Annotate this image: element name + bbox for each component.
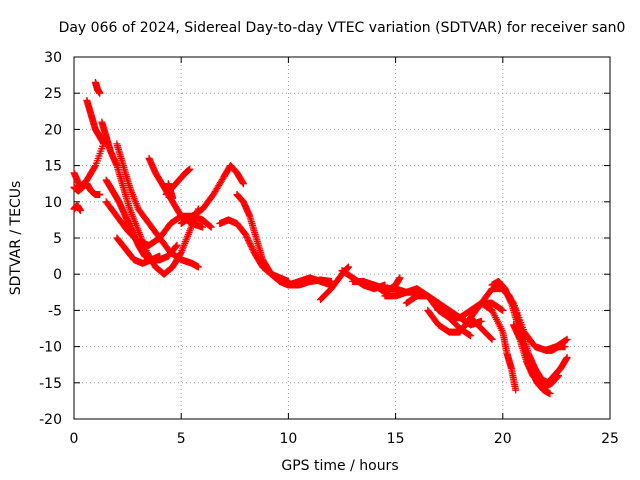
data-point-marker [488,335,496,343]
y-tick-label: 30 [44,50,62,66]
data-point-marker [186,165,194,173]
data-point-marker [199,223,207,231]
data-point-marker [512,386,520,394]
series-arc-12 [162,165,194,199]
data-point-marker [487,334,495,342]
data-point-marker [242,232,250,240]
data-point-marker [467,332,475,340]
data-point-marker [499,306,507,314]
y-tick-label: -5 [48,303,62,319]
data-point-marker [194,263,202,271]
y-tick-label: 10 [44,195,62,211]
data-point-marker [244,236,252,244]
data-point-marker [96,89,104,97]
x-tick-label: 10 [279,431,297,447]
data-point-marker [207,223,215,231]
series-arc-4 [83,96,108,148]
series-arc-30 [542,343,569,354]
data-point-marker [245,238,253,246]
x-tick-label: 0 [70,431,79,447]
y-tick-label: 0 [53,267,62,283]
data-point-marker [156,252,164,260]
series-arc-10 [113,234,164,267]
data-point-marker [396,274,404,282]
series-arc-13 [164,180,177,202]
x-tick-label: 5 [177,431,186,447]
y-tick-label: 5 [53,231,62,247]
series-arc-14 [177,162,247,228]
data-point-marker [242,230,250,238]
data-point-marker [344,263,352,271]
x-tick-label: 25 [601,431,619,447]
x-tick-label: 20 [494,431,512,447]
data-marks [70,78,571,398]
data-point-marker [172,242,180,250]
y-tick-label: 15 [44,159,62,175]
series-arc-5 [91,78,104,97]
data-point-marker [248,244,256,252]
y-tick-label: -15 [39,376,62,392]
data-point-marker [563,353,571,361]
data-point-marker [169,194,177,202]
data-point-marker [246,239,254,247]
series-arc-28 [499,285,571,387]
y-tick-label: -10 [39,340,62,356]
data-point-marker [243,233,251,241]
series-arc-25 [467,314,496,343]
data-point-marker [247,242,255,250]
data-point-marker [563,335,571,343]
x-axis-label: GPS time / hours [281,458,398,474]
series-arc-2 [70,133,110,191]
axis-ticks: 0 5 10 15 20 25 -20 -15 -10 -5 0 5 10 15 20 25 30 [39,50,619,447]
data-point-marker [173,241,181,249]
data-point-marker [555,372,563,380]
data-point-marker [561,343,569,351]
series-arc-3 [70,201,84,214]
data-point-marker [477,317,485,325]
data-point-marker [249,245,257,253]
series-arc-21 [370,274,404,296]
y-axis-label: SDTVAR / TECUs [8,181,24,296]
y-tick-label: 25 [44,86,62,102]
y-tick-label: -20 [39,412,62,428]
data-point-marker [96,191,104,199]
series-arc-17 [284,274,335,289]
data-point-marker [247,241,255,249]
data-point-marker [91,163,99,171]
series-arc-26 [477,299,520,394]
data-point-marker [546,390,554,398]
y-tick-label: 20 [44,122,62,138]
x-tick-label: 15 [387,431,405,447]
chart-title: Day 066 of 2024, Sidereal Day-to-day VTE… [59,20,626,36]
data-point-marker [76,206,84,214]
data-point-marker [244,235,252,243]
data-point-marker [239,180,247,188]
series-arc-29 [510,321,563,390]
